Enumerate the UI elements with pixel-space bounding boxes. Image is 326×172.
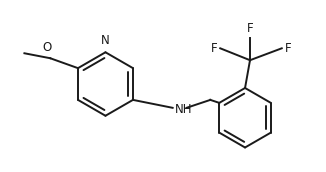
Text: O: O: [43, 41, 52, 54]
Text: F: F: [211, 42, 217, 55]
Text: F: F: [285, 42, 291, 55]
Text: F: F: [247, 22, 253, 35]
Text: NH: NH: [175, 103, 192, 116]
Text: N: N: [101, 34, 110, 47]
